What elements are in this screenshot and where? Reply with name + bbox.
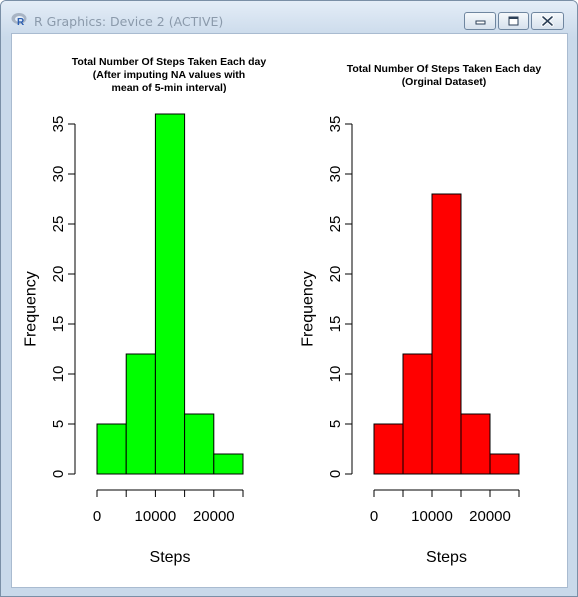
plot-canvas: Total Number Of Steps Taken Each day(Aft… [23, 56, 542, 566]
y-tick-label: 15 [50, 316, 67, 333]
y-tick-label: 20 [327, 266, 344, 283]
chart-title-line: (Orginal Dataset) [402, 76, 487, 88]
x-tick-label: 20000 [193, 508, 235, 525]
close-button[interactable] [531, 12, 564, 30]
chart-title-line: (After imputing NA values with [93, 69, 245, 81]
y-tick-label: 10 [327, 366, 344, 383]
svg-text:R: R [17, 17, 25, 26]
close-icon [541, 15, 554, 27]
y-tick-label: 35 [327, 116, 344, 133]
chart-title-line: Total Number Of Steps Taken Each day [347, 63, 542, 75]
x-tick-label: 0 [93, 508, 101, 525]
y-tick-label: 15 [327, 316, 344, 333]
histogram-bar [213, 453, 244, 475]
histogram-bar [489, 453, 520, 475]
histogram-imputed: Total Number Of Steps Taken Each day(Aft… [23, 56, 267, 566]
x-tick-label: 10000 [411, 508, 453, 525]
maximize-button[interactable] [498, 12, 529, 30]
x-axis-label: Steps [426, 549, 467, 566]
histogram-bar [460, 413, 491, 475]
title-bar[interactable]: R R Graphics: Device 2 (ACTIVE) [1, 1, 577, 33]
y-tick-label: 30 [327, 166, 344, 183]
y-tick-label: 25 [50, 216, 67, 233]
histogram-bar [154, 113, 186, 475]
y-tick-label: 30 [50, 166, 67, 183]
x-tick-label: 10000 [135, 508, 177, 525]
histogram-bar [184, 413, 215, 475]
window-title: R Graphics: Device 2 (ACTIVE) [34, 14, 224, 29]
histogram-bar [402, 353, 433, 475]
graphics-device: Total Number Of Steps Taken Each day (Aft… [12, 34, 567, 587]
histogram-original: Total Number Of Steps Taken Each day(Org… [300, 63, 542, 566]
y-axis-label: Frequency [300, 271, 317, 347]
histogram-bar [96, 423, 127, 475]
minimize-icon [475, 20, 486, 25]
minimize-button[interactable] [464, 12, 496, 30]
chart-title-line: Total Number Of Steps Taken Each day [72, 56, 267, 68]
y-tick-label: 0 [50, 470, 67, 478]
r-logo-icon: R [11, 13, 27, 26]
y-tick-label: 10 [50, 366, 67, 383]
y-tick-label: 5 [50, 420, 67, 428]
y-tick-label: 25 [327, 216, 344, 233]
x-tick-label: 0 [370, 508, 378, 525]
x-axis-label: Steps [150, 549, 191, 566]
y-axis-label: Frequency [23, 271, 40, 347]
maximize-icon [508, 16, 519, 26]
x-tick-label: 20000 [469, 508, 511, 525]
histogram-bar [373, 423, 404, 475]
y-tick-label: 5 [327, 420, 344, 428]
y-tick-label: 0 [327, 470, 344, 478]
y-tick-label: 35 [50, 116, 67, 133]
chart-title-line: mean of 5-min interval) [112, 82, 227, 94]
y-tick-label: 20 [50, 266, 67, 283]
histogram-bar [431, 193, 462, 475]
histogram-bar [125, 353, 156, 475]
